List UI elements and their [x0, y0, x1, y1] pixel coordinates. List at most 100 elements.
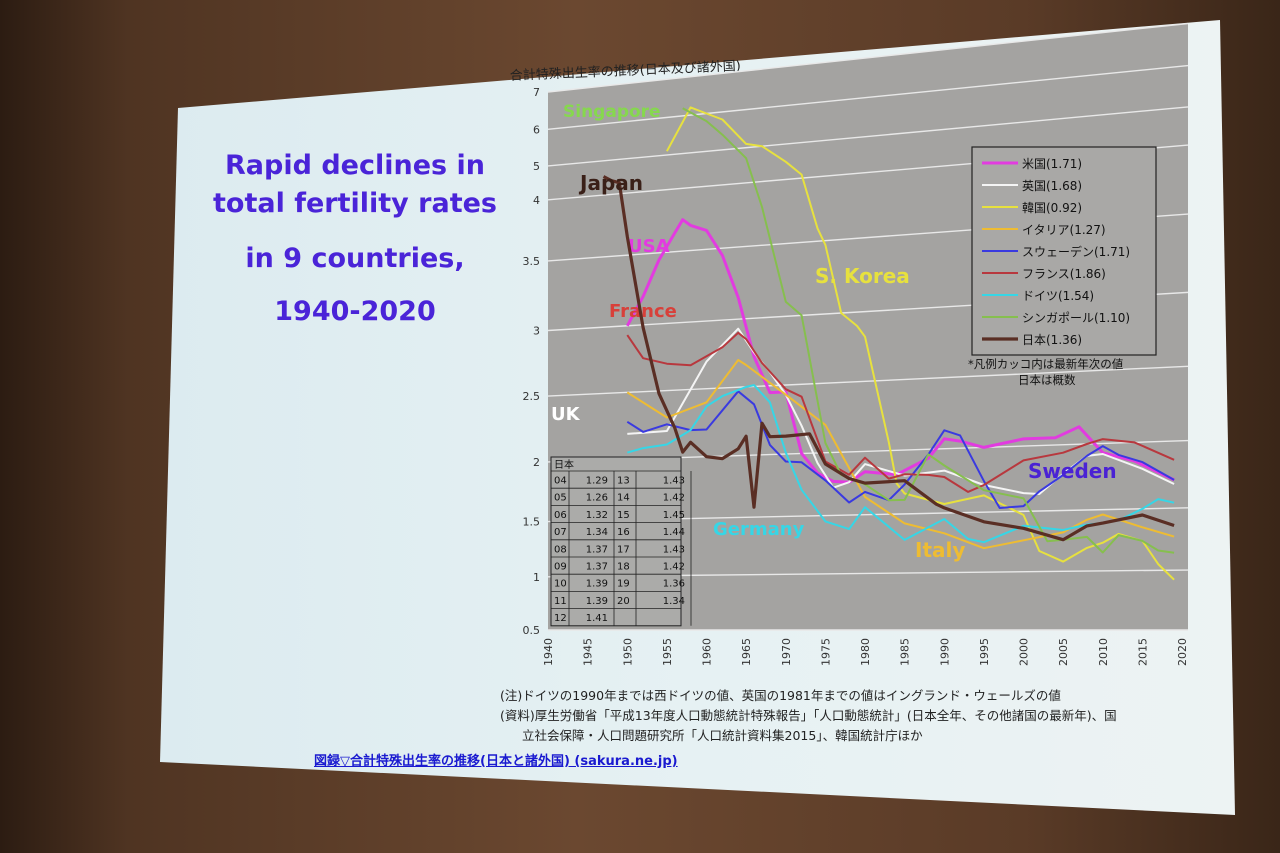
table-cell: 10 [554, 579, 567, 590]
y-tick-label: 5 [533, 160, 540, 173]
y-tick-label: 2.5 [523, 390, 541, 403]
y-tick-label: 6 [533, 123, 540, 136]
table-cell: 05 [554, 493, 567, 504]
chart-legend: 米国(1.71) 英国(1.68) 韓国(0.92) イタリア(1.27) スウェーデン… [968, 146, 1157, 387]
series-label: USA [628, 236, 670, 257]
table-frame [550, 456, 682, 627]
footnote-line: (資料)厚生労働省「平成13年度人口動態統計特殊報告」「人口動態統計」(日本全年… [500, 708, 1117, 723]
table-cell: 15 [617, 510, 630, 521]
table-cell: 13 [617, 476, 630, 487]
x-tick-label: 2010 [1097, 638, 1110, 666]
legend-entry: スウェーデン(1.71) [1022, 244, 1130, 259]
gridline [547, 64, 1189, 130]
y-tick-label: 2 [533, 456, 540, 469]
table-cell: 20 [617, 596, 630, 607]
source-link[interactable]: 図録▽合計特殊出生率の推移(日本と諸外国) (sakura.ne.jp) [314, 754, 678, 769]
x-tick-label: 1965 [740, 638, 753, 666]
x-tick-label: 1980 [859, 638, 872, 666]
footnote-line: (注)ドイツの1990年までは西ドイツの値、英国の1981年までの値はイングラン… [500, 688, 1061, 703]
y-tick-label: 3.5 [523, 255, 541, 268]
japan-table: 日本 04 1.29 13 1.43 05 1.26 14 1.42 06 1.32 15 1.45 07… [550, 456, 692, 627]
table-cell: 04 [554, 476, 567, 487]
table-cell: 1.45 [663, 510, 685, 521]
slide-title-line: total fertility rates [212, 188, 497, 219]
series-label: Singapore [563, 102, 661, 122]
table-cell: 1.39 [586, 579, 608, 590]
x-tick-label: 1970 [780, 638, 793, 666]
table-cell: 19 [617, 579, 630, 590]
table-cell: 08 [554, 544, 567, 555]
x-tick-label: 2005 [1057, 638, 1070, 666]
legend-entry: 英国(1.68) [1022, 179, 1082, 193]
table-header: 日本 [554, 458, 574, 471]
table-cell: 18 [617, 562, 630, 573]
table-cell: 1.26 [586, 493, 608, 504]
x-tick-label: 1950 [621, 638, 634, 666]
table-cell: 1.42 [663, 493, 685, 504]
x-tick-label: 1955 [661, 638, 674, 666]
x-tick-label: 1945 [582, 638, 595, 666]
series-label: Germany [713, 519, 805, 540]
table-cell: 12 [554, 613, 567, 624]
series-label: France [609, 301, 677, 322]
table-cell: 17 [617, 544, 630, 555]
table-cell: 1.32 [586, 510, 608, 521]
x-tick-label: 1990 [938, 638, 951, 666]
table-cell: 1.39 [586, 596, 608, 607]
table-cell: 1.37 [586, 562, 608, 573]
series-line [682, 107, 1175, 554]
legend-entry: 日本(1.36) [1022, 333, 1082, 347]
table-cell: 1.36 [663, 579, 685, 590]
slide-title-line: in 9 countries, [245, 243, 465, 274]
series-line [626, 390, 1175, 509]
legend-note: *凡例カッコ内は最新年次の値 [968, 357, 1124, 371]
y-tick-label: 0.5 [523, 624, 541, 637]
table-cell: 1.29 [586, 476, 608, 487]
slide-title-line: 1940-2020 [274, 296, 436, 327]
x-tick-label: 2020 [1176, 638, 1189, 666]
legend-note: 日本は概数 [1018, 373, 1076, 387]
legend-entry: 米国(1.71) [1022, 157, 1082, 171]
x-tick-label: 1985 [899, 638, 912, 666]
series-label: Sweden [1028, 459, 1117, 483]
series-label: Japan [578, 171, 643, 195]
table-cell: 1.43 [663, 476, 685, 487]
legend-entry: イタリア(1.27) [1022, 223, 1106, 237]
table-cell: 16 [617, 527, 630, 538]
gridline [547, 365, 1189, 397]
x-tick-label: 1940 [542, 638, 555, 666]
series-line [626, 359, 1175, 550]
legend-entry: フランス(1.86) [1022, 267, 1106, 281]
series-label: S. Korea [815, 264, 910, 288]
series-label: Italy [915, 538, 965, 562]
y-tick-label: 1.5 [523, 516, 541, 529]
legend-entry: 韓国(0.92) [1022, 201, 1082, 215]
table-cell: 1.34 [663, 596, 685, 607]
table-cell: 1.37 [586, 544, 608, 555]
table-cell: 09 [554, 562, 567, 573]
gridline [547, 106, 1189, 167]
footnote-line: 立社会保障・人口問題研究所「人口統計資料集2015」、韓国統計庁ほか [522, 728, 923, 743]
table-cell: 11 [554, 596, 567, 607]
table-cell: 07 [554, 527, 567, 538]
x-tick-label: 2015 [1136, 638, 1149, 666]
y-tick-label: 1 [533, 571, 540, 584]
x-tick-label: 2000 [1018, 638, 1031, 666]
gridline [547, 22, 1189, 93]
table-cell: 1.44 [663, 527, 685, 538]
table-cell: 1.43 [663, 544, 685, 555]
x-tick-label: 1960 [701, 638, 714, 666]
series-line [602, 175, 1175, 542]
series-line [626, 331, 1175, 493]
y-tick-label: 4 [533, 194, 540, 207]
x-tick-label: 1995 [978, 638, 991, 666]
series-line [666, 106, 1175, 581]
legend-entry: ドイツ(1.54) [1022, 289, 1094, 303]
x-tick-label: 1975 [819, 638, 832, 666]
series-label: UK [551, 404, 581, 425]
table-cell: 1.42 [663, 562, 685, 573]
table-cell: 06 [554, 510, 567, 521]
legend-entry: シンガポール(1.10) [1022, 311, 1130, 325]
